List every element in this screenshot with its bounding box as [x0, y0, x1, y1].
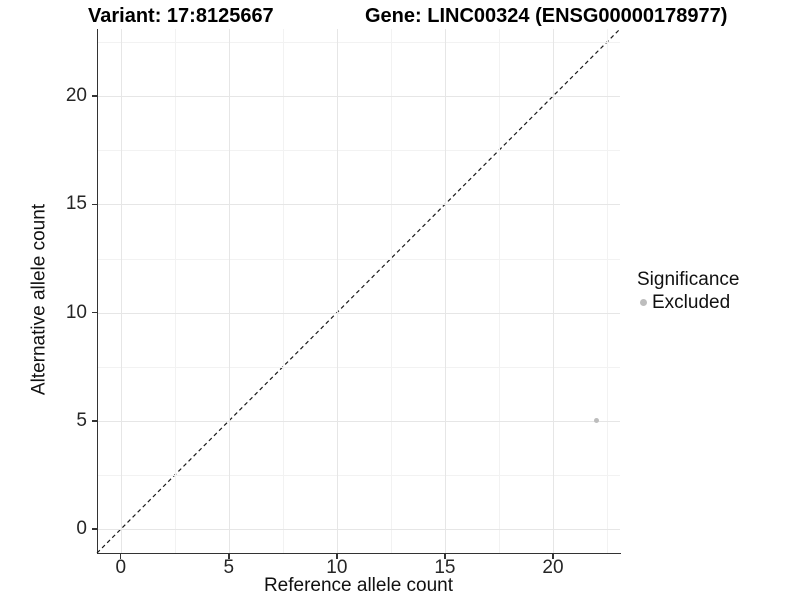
x-major-gridline — [228, 29, 230, 553]
x-major-gridline — [553, 29, 554, 553]
y-major-gridline — [98, 420, 620, 422]
x-axis-tick — [444, 554, 446, 559]
x-minor-gridline — [390, 29, 392, 553]
x-minor-gridline — [174, 29, 176, 553]
y-axis-tick — [92, 420, 97, 422]
x-axis-tick — [120, 554, 122, 559]
x-tick-label: 20 — [542, 557, 564, 578]
x-tick-label: 10 — [326, 557, 348, 578]
legend-entry-label: Excluded — [652, 292, 731, 313]
y-major-gridline — [98, 312, 620, 314]
y-minor-gridline — [98, 41, 620, 43]
x-minor-gridline — [282, 29, 284, 553]
x-axis-tick — [336, 554, 338, 559]
legend: Significance Excluded — [637, 268, 797, 314]
y-minor-gridline — [98, 366, 620, 368]
y-tick-label: 10 — [65, 301, 87, 323]
y-minor-gridline — [98, 258, 620, 260]
y-minor-gridline — [98, 150, 620, 152]
legend-point-icon — [640, 299, 647, 306]
y-tick-label: 15 — [65, 193, 87, 215]
y-minor-gridline — [98, 475, 620, 477]
x-axis-title: Reference allele count — [263, 575, 454, 596]
y-major-gridline — [98, 204, 620, 206]
y-tick-label: 20 — [65, 85, 87, 107]
y-major-gridline — [98, 529, 620, 531]
x-minor-gridline — [607, 29, 609, 553]
data-point — [593, 418, 599, 424]
x-tick-label: 15 — [434, 557, 456, 578]
plot-title-variant: Variant: 17:8125667 — [88, 5, 274, 27]
legend-entry: Excluded — [637, 291, 797, 314]
x-major-gridline — [444, 29, 446, 553]
legend-entries: Excluded — [637, 291, 797, 314]
plot-panel — [97, 29, 621, 554]
y-axis-tick — [92, 311, 97, 314]
y-axis-tick — [92, 203, 97, 206]
x-minor-gridline — [498, 29, 500, 553]
identity-reference-line — [96, 28, 621, 554]
y-tick-label: 0 — [76, 518, 87, 540]
x-axis-tick — [228, 554, 230, 559]
y-tick-label: 5 — [76, 409, 87, 431]
x-major-gridline — [336, 29, 338, 553]
y-axis-tick — [92, 528, 97, 530]
x-axis-tick — [552, 554, 554, 559]
x-tick-label: 0 — [115, 557, 127, 578]
y-major-gridline — [98, 96, 620, 98]
y-axis-tick — [92, 95, 97, 97]
x-tick-label: 5 — [223, 557, 235, 578]
plot-title-gene: Gene: LINC00324 (ENSG00000178977) — [365, 5, 728, 27]
legend-title: Significance — [637, 269, 740, 290]
x-major-gridline — [120, 29, 122, 553]
